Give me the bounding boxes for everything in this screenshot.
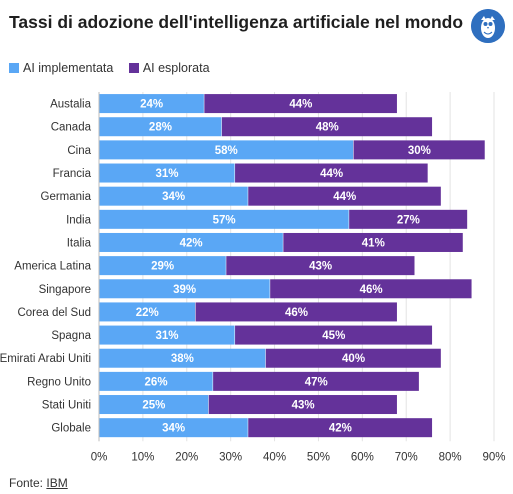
- data-label: 58%: [215, 145, 238, 157]
- bar-implemented: [99, 256, 226, 276]
- data-label: 24%: [140, 99, 163, 111]
- data-label: 43%: [292, 400, 315, 412]
- data-label: 44%: [289, 99, 312, 111]
- bar-explored: [204, 94, 397, 114]
- source-label: Fonte:: [9, 476, 44, 490]
- bar-explored: [353, 140, 485, 160]
- bar-explored: [213, 371, 419, 391]
- data-label: 22%: [136, 307, 159, 319]
- bar-implemented: [99, 140, 354, 160]
- x-tick-label: 90%: [482, 451, 505, 463]
- data-label: 38%: [171, 353, 194, 365]
- x-tick-label: 40%: [263, 451, 286, 463]
- bar-implemented: [99, 94, 204, 114]
- bar-explored: [208, 395, 397, 415]
- data-label: 44%: [333, 191, 356, 203]
- legend-label-explored: AI esplorata: [142, 61, 210, 75]
- category-label: India: [66, 214, 92, 226]
- category-label: Italia: [67, 237, 92, 249]
- bar-implemented: [99, 302, 196, 322]
- data-label: 30%: [408, 145, 431, 157]
- category-label: Globale: [51, 423, 91, 435]
- legend-item-explored: AI esplorata: [128, 61, 210, 75]
- data-label: 39%: [173, 284, 196, 296]
- bar-explored: [265, 348, 441, 368]
- bar-implemented: [99, 163, 235, 183]
- data-label: 26%: [145, 376, 168, 388]
- data-label: 48%: [316, 122, 339, 134]
- x-tick-label: 60%: [351, 451, 374, 463]
- category-label: Austalia: [50, 99, 92, 111]
- bar-implemented: [99, 279, 270, 299]
- category-label: Regno Unito: [27, 376, 91, 388]
- data-label: 34%: [162, 191, 185, 203]
- legend-swatch-explored: [128, 63, 139, 73]
- data-label: 41%: [362, 237, 385, 249]
- bar-implemented: [99, 371, 213, 391]
- data-label: 34%: [162, 423, 185, 435]
- bar-explored: [235, 163, 428, 183]
- chart-title: Tassi di adozione dell'intelligenza arti…: [9, 12, 464, 32]
- category-label: Francia: [53, 168, 92, 180]
- x-tick-label: 70%: [395, 451, 418, 463]
- data-label: 47%: [305, 376, 328, 388]
- data-label: 45%: [322, 330, 345, 342]
- data-label: 31%: [156, 168, 179, 180]
- bar-implemented: [99, 325, 235, 345]
- data-label: 40%: [342, 353, 365, 365]
- bar-explored: [195, 302, 397, 322]
- data-label: 46%: [360, 284, 383, 296]
- bar-implemented: [99, 418, 248, 438]
- chart-legend: AI implementata AI esplorata: [9, 61, 222, 76]
- category-label: Spagna: [51, 330, 91, 342]
- x-tick-label: 0%: [91, 451, 108, 463]
- category-label: Singapore: [39, 284, 91, 296]
- legend-item-implemented: AI implementata: [9, 61, 113, 75]
- source-link[interactable]: IBM: [46, 476, 68, 490]
- bar-implemented: [99, 117, 222, 137]
- x-tick-label: 80%: [439, 451, 462, 463]
- data-label: 43%: [309, 261, 332, 273]
- bar-implemented: [99, 395, 209, 415]
- data-label: 42%: [180, 237, 203, 249]
- bar-implemented: [99, 348, 266, 368]
- owl-logo-icon: [471, 9, 505, 43]
- category-label: Corea del Sud: [17, 307, 91, 319]
- category-label: America Latina: [14, 261, 91, 273]
- bar-explored: [221, 117, 433, 137]
- bar-explored: [349, 209, 468, 229]
- bar-implemented: [99, 232, 283, 252]
- bar-explored: [235, 325, 433, 345]
- source-note: Fonte: IBM: [9, 476, 68, 490]
- data-label: 25%: [142, 400, 165, 412]
- legend-label-implemented: AI implementata: [23, 61, 114, 75]
- category-label: Cina: [67, 145, 91, 157]
- x-tick-label: 50%: [307, 451, 330, 463]
- bar-implemented: [99, 186, 248, 206]
- category-label: Germania: [41, 191, 92, 203]
- bar-implemented: [99, 209, 349, 229]
- data-label: 44%: [320, 168, 343, 180]
- bar-explored: [226, 256, 415, 276]
- x-tick-label: 30%: [219, 451, 242, 463]
- x-tick-label: 10%: [131, 451, 154, 463]
- legend-swatch-implemented: [9, 63, 19, 73]
- data-label: 31%: [156, 330, 179, 342]
- bar-explored: [270, 279, 472, 299]
- category-label: Canada: [51, 122, 92, 134]
- data-label: 57%: [213, 214, 236, 226]
- data-label: 27%: [397, 214, 420, 226]
- category-label: Stati Uniti: [42, 400, 91, 412]
- category-label: Emirati Arabi Uniti: [0, 353, 91, 365]
- data-label: 28%: [149, 122, 172, 134]
- x-tick-label: 20%: [175, 451, 198, 463]
- bar-explored: [283, 232, 463, 252]
- bar-explored: [248, 186, 441, 206]
- data-label: 46%: [285, 307, 308, 319]
- data-label: 42%: [329, 423, 352, 435]
- bar-explored: [248, 418, 433, 438]
- data-label: 29%: [151, 261, 174, 273]
